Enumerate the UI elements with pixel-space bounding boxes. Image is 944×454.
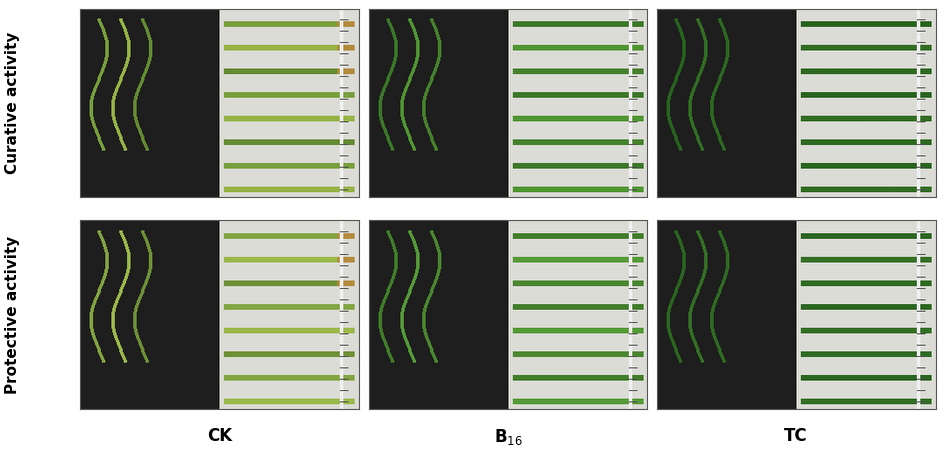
Text: B$_{16}$: B$_{16}$ xyxy=(493,427,522,447)
Text: Protective activity: Protective activity xyxy=(5,235,20,394)
Text: CK: CK xyxy=(207,427,232,445)
Text: TC: TC xyxy=(784,427,807,445)
Text: Curative activity: Curative activity xyxy=(5,32,20,174)
